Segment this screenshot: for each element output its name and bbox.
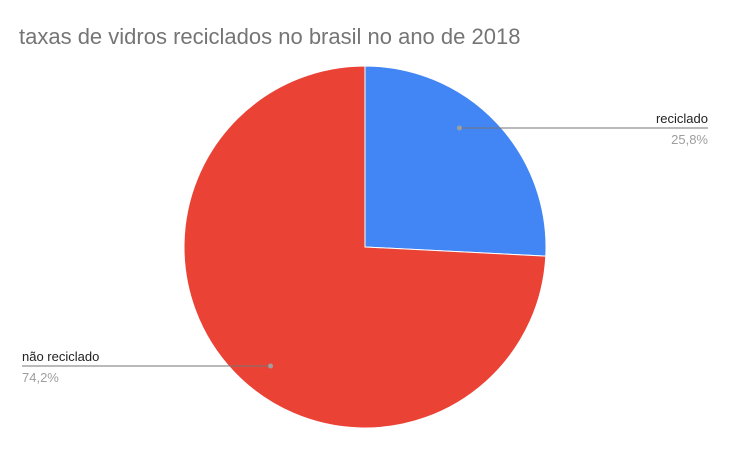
callout-dot <box>268 363 274 369</box>
chart-title: taxas de vidros reciclados no brasil no … <box>19 24 521 49</box>
callout-dot <box>456 125 462 131</box>
pie-slice-não-reciclado <box>183 65 547 429</box>
slice-label: não reciclado <box>22 349 99 364</box>
pie-slice-reciclado <box>364 65 547 257</box>
slice-value-label: 25,8% <box>671 132 708 147</box>
pie-slices <box>183 65 547 429</box>
slice-value-label: 74,2% <box>22 370 59 385</box>
pie-callouts: reciclado 25,8% não reciclado 74,2% <box>22 111 708 385</box>
slice-label: reciclado <box>656 111 708 126</box>
